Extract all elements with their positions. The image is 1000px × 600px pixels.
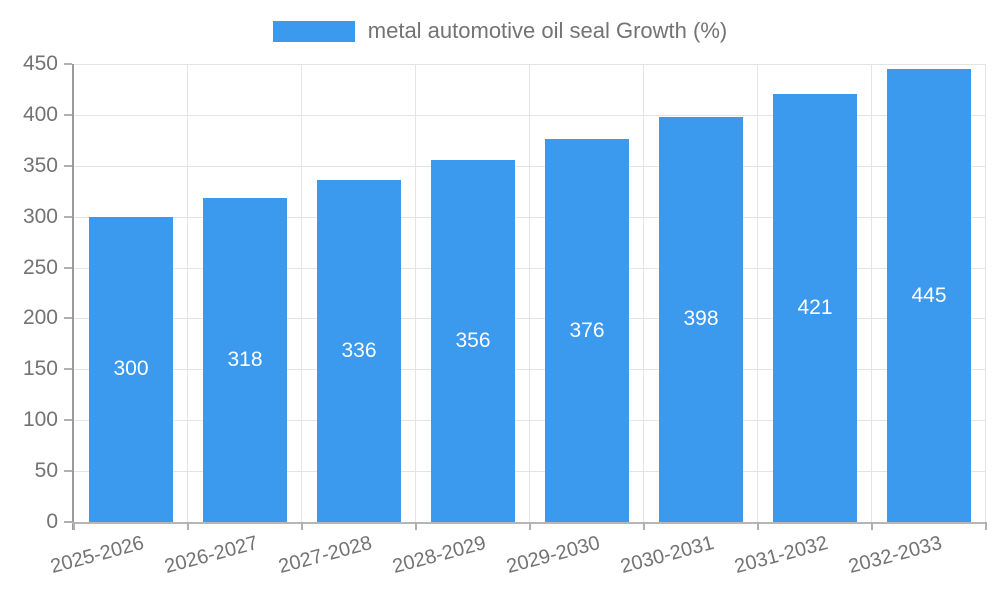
gridline-vertical — [415, 64, 416, 522]
x-tick-label: 2029-2030 — [504, 532, 603, 579]
gridline-vertical — [757, 64, 758, 522]
bar: 336 — [317, 180, 401, 522]
gridline-horizontal — [74, 64, 986, 65]
x-tick-label: 2030-2031 — [618, 532, 717, 579]
y-tick-label: 150 — [22, 357, 58, 381]
bar-value-label: 300 — [113, 357, 149, 381]
bar-value-label: 318 — [227, 348, 263, 372]
y-axis-tick — [64, 63, 72, 65]
y-axis-tick — [64, 317, 72, 320]
gridline-vertical — [643, 64, 644, 522]
y-axis-tick — [64, 368, 72, 371]
y-tick-label: 250 — [22, 255, 58, 279]
bar: 398 — [659, 116, 743, 522]
y-tick-label: 350 — [22, 153, 58, 177]
gridline-vertical — [301, 64, 302, 522]
y-axis-line — [72, 64, 74, 530]
gridline-vertical — [187, 64, 188, 522]
x-axis-tick — [187, 522, 189, 530]
x-axis-tick — [73, 522, 75, 530]
x-axis-tick — [415, 522, 417, 530]
x-axis-tick — [757, 522, 759, 530]
bar-value-label: 398 — [683, 307, 719, 331]
bar: 356 — [431, 159, 515, 522]
x-axis-tick — [643, 522, 645, 530]
legend[interactable]: metal automotive oil seal Growth (%) — [0, 19, 1000, 43]
bar-value-label: 445 — [911, 283, 947, 307]
x-axis-tick — [871, 522, 873, 530]
bar-value-label: 356 — [455, 328, 491, 352]
gridline-horizontal — [74, 318, 986, 320]
gridline-horizontal — [74, 114, 986, 116]
gridline-horizontal — [74, 369, 986, 371]
bar-value-label: 336 — [341, 339, 377, 363]
y-axis-tick — [64, 164, 72, 167]
bar: 300 — [89, 216, 173, 522]
y-axis-tick — [64, 113, 72, 116]
x-axis-tick — [985, 522, 987, 530]
y-axis-tick — [64, 470, 72, 473]
x-tick-label: 2031-2032 — [732, 532, 831, 579]
bar: 421 — [773, 93, 857, 522]
x-tick-label: 2028-2029 — [390, 532, 489, 579]
y-tick-label: 300 — [22, 204, 58, 228]
bar-value-label: 421 — [797, 295, 833, 319]
x-tick-label: 2026-2027 — [162, 532, 261, 579]
bar: 445 — [887, 69, 971, 522]
gridline-horizontal — [74, 471, 986, 473]
gridline-vertical — [871, 64, 872, 522]
y-tick-label: 400 — [22, 102, 58, 126]
x-axis-tick — [301, 522, 303, 530]
plot-area: 300 318 336 356 376 398 421 445 0 50 100 150 200 250… — [23, 52, 987, 578]
gridline-horizontal — [74, 165, 986, 167]
bar-value-label: 376 — [569, 318, 605, 342]
x-axis-tick — [529, 522, 531, 530]
x-tick-label: 2032-2033 — [846, 532, 945, 579]
gridline-horizontal — [74, 267, 986, 269]
gridline-vertical — [985, 64, 986, 522]
bar: 376 — [545, 139, 629, 522]
gridline-horizontal — [74, 216, 986, 218]
y-tick-label: 100 — [22, 408, 58, 432]
bar: 318 — [203, 198, 287, 522]
y-axis-tick — [64, 419, 72, 422]
y-tick-label: 50 — [34, 459, 58, 483]
gridline-vertical — [529, 64, 530, 522]
legend-label: metal automotive oil seal Growth (%) — [367, 18, 728, 43]
gridline-horizontal — [74, 420, 986, 422]
x-tick-label: 2025-2026 — [48, 532, 147, 579]
x-tick-label: 2027-2028 — [276, 532, 375, 579]
y-axis-tick — [64, 521, 72, 523]
y-tick-label: 450 — [22, 52, 58, 75]
y-axis-tick — [64, 266, 72, 269]
y-axis-tick — [64, 215, 72, 218]
y-tick-label: 200 — [22, 306, 58, 330]
legend-swatch — [272, 20, 355, 42]
y-tick-label: 0 — [46, 510, 58, 533]
